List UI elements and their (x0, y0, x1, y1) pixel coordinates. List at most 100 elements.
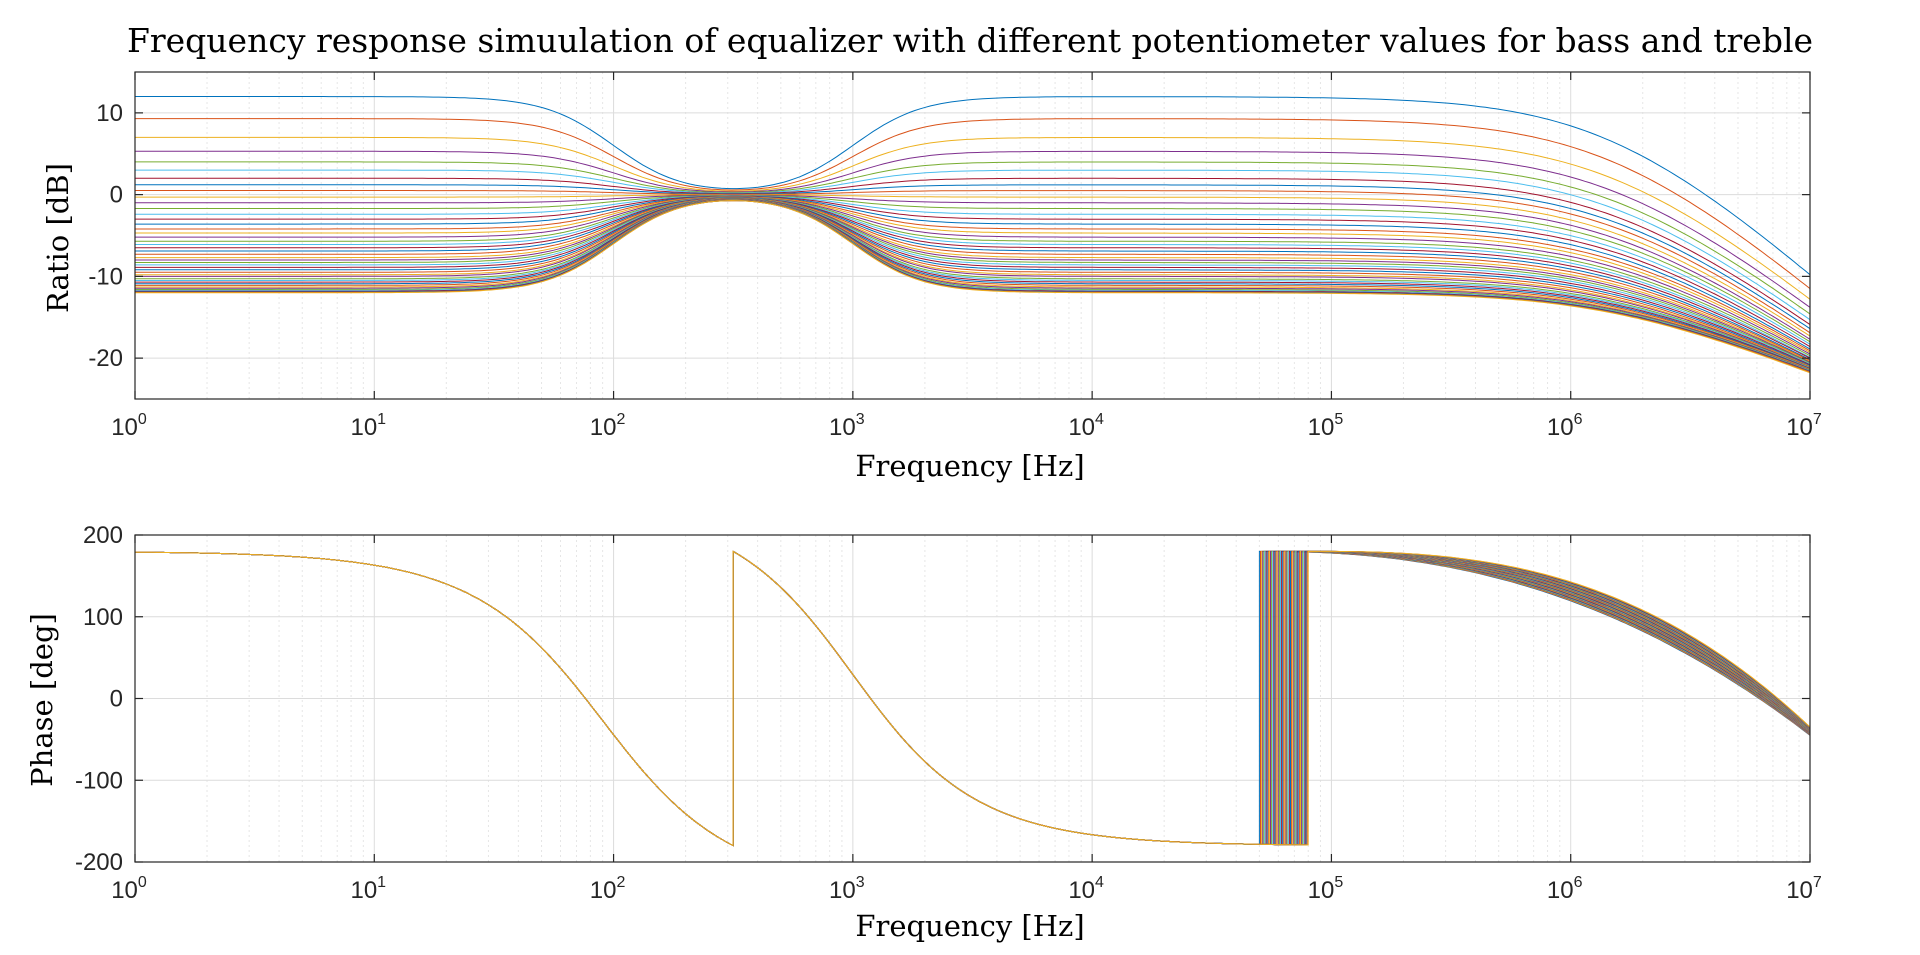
magnitude-x-ticklabel: 102 (590, 411, 626, 441)
magnitude-series-line (135, 198, 1811, 362)
phase-x-tick-base: 10 (1068, 877, 1095, 904)
magnitude-x-ticklabel: 105 (1308, 411, 1344, 441)
phase-x-tick-base: 10 (1547, 877, 1574, 904)
magnitude-series-line (135, 198, 1811, 366)
magnitude-series-line (135, 196, 1811, 355)
magnitude-series-line (135, 96, 1811, 276)
magnitude-y-ticklabel: 10 (96, 100, 123, 127)
phase-x-ticklabel: 107 (1786, 874, 1822, 904)
magnitude-series-line (135, 195, 1811, 345)
magnitude-series-line (135, 197, 1811, 357)
magnitude-series-line (135, 194, 1811, 340)
magnitude-x-tick-base: 10 (1786, 414, 1813, 441)
magnitude-x-tick-exponent: 1 (377, 411, 386, 428)
magnitude-series-line (135, 169, 1811, 321)
magnitude-series-line (135, 198, 1811, 363)
phase-x-tick-exponent: 1 (377, 874, 386, 891)
magnitude-series-line (135, 199, 1811, 371)
phase-x-tick-base: 10 (829, 877, 856, 904)
phase-x-tick-exponent: 0 (138, 874, 147, 891)
magnitude-x-tick-exponent: 7 (1813, 411, 1822, 428)
magnitude-series-line (135, 199, 1811, 371)
magnitude-x-ticklabel: 104 (1068, 411, 1104, 441)
magnitude-xlabel: Frequency [Hz] (855, 449, 1084, 483)
magnitude-x-tick-base: 10 (350, 414, 377, 441)
phase-x-tick-base: 10 (350, 877, 377, 904)
phase-ylabel: Phase [deg] (25, 613, 59, 787)
magnitude-y-ticklabel: 0 (110, 182, 123, 209)
magnitude-series-line (135, 199, 1811, 368)
magnitude-x-tick-exponent: 5 (1334, 411, 1343, 428)
phase-x-tick-exponent: 5 (1334, 874, 1343, 891)
phase-x-ticklabel: 104 (1068, 874, 1104, 904)
magnitude-series-line (135, 198, 1811, 364)
magnitude-series-line (135, 199, 1811, 370)
phase-y-ticklabel: -200 (75, 849, 123, 876)
figure-title: Frequency response simuulation of equali… (127, 21, 1813, 60)
magnitude-series-line (135, 198, 1811, 368)
phase-x-ticklabel: 100 (111, 874, 147, 904)
magnitude-x-tick-exponent: 3 (856, 411, 865, 428)
phase-x-tick-exponent: 2 (616, 874, 625, 891)
magnitude-series-line (135, 136, 1811, 300)
magnitude-y-ticklabel: -10 (88, 263, 123, 290)
magnitude-series-line (135, 195, 1811, 350)
magnitude-x-ticklabel: 100 (111, 411, 147, 441)
magnitude-series-line (135, 190, 1811, 334)
magnitude-series-line (135, 197, 1811, 358)
phase-x-ticklabel: 106 (1547, 874, 1583, 904)
phase-x-tick-base: 10 (590, 877, 617, 904)
magnitude-series-line (135, 184, 1811, 330)
phase-x-tick-base: 10 (111, 877, 138, 904)
magnitude-series-line (135, 199, 1811, 369)
phase-y-ticklabel: -100 (75, 767, 123, 794)
magnitude-x-ticklabel: 103 (829, 411, 865, 441)
magnitude-series-line (135, 197, 1811, 361)
magnitude-x-tick-exponent: 0 (138, 411, 147, 428)
magnitude-x-ticklabel: 107 (1786, 411, 1822, 441)
magnitude-x-tick-base: 10 (829, 414, 856, 441)
magnitude-series-line (135, 197, 1811, 362)
magnitude-frame (134, 71, 1811, 400)
magnitude-series-line (135, 196, 1811, 352)
magnitude-x-tick-base: 10 (1547, 414, 1574, 441)
magnitude-series-line (135, 199, 1811, 371)
magnitude-series-line (135, 177, 1811, 326)
magnitude-x-tick-base: 10 (590, 414, 617, 441)
phase-y-ticklabel: 200 (83, 522, 123, 549)
phase-x-tick-exponent: 7 (1813, 874, 1822, 891)
magnitude-series-line (135, 199, 1811, 369)
magnitude-x-ticklabel: 101 (350, 411, 386, 441)
phase-x-tick-exponent: 6 (1574, 874, 1583, 891)
phase-x-tick-base: 10 (1308, 877, 1335, 904)
phase-y-ticklabel: 100 (83, 604, 123, 631)
magnitude-series-line (135, 118, 1811, 289)
phase-x-ticklabel: 102 (590, 874, 626, 904)
magnitude-x-tick-base: 10 (1308, 414, 1335, 441)
magnitude-x-tick-base: 10 (1068, 414, 1095, 441)
magnitude-series-line (135, 199, 1811, 368)
magnitude-x-tick-exponent: 6 (1574, 411, 1583, 428)
magnitude-x-tick-base: 10 (111, 414, 138, 441)
phase-x-tick-exponent: 4 (1095, 874, 1104, 891)
magnitude-series-line (135, 150, 1811, 308)
magnitude-y-ticklabel: -20 (88, 345, 123, 372)
magnitude-x-ticklabel: 106 (1547, 411, 1583, 441)
phase-x-ticklabel: 101 (350, 874, 386, 904)
phase-series-line (134, 550, 1811, 847)
magnitude-series-line (135, 195, 1811, 348)
phase-x-tick-base: 10 (1786, 877, 1813, 904)
magnitude-series-line (135, 198, 1811, 367)
phase-xlabel: Frequency [Hz] (855, 909, 1084, 943)
magnitude-x-tick-exponent: 2 (616, 411, 625, 428)
magnitude-series-line (135, 200, 1811, 372)
magnitude-ylabel: Ratio [dB] (41, 163, 75, 313)
magnitude-series-line (135, 198, 1811, 366)
magnitude-series-line (135, 200, 1811, 374)
magnitude-series-line (135, 198, 1811, 365)
magnitude-series-line (135, 200, 1811, 372)
magnitude-series-line (135, 197, 1811, 359)
